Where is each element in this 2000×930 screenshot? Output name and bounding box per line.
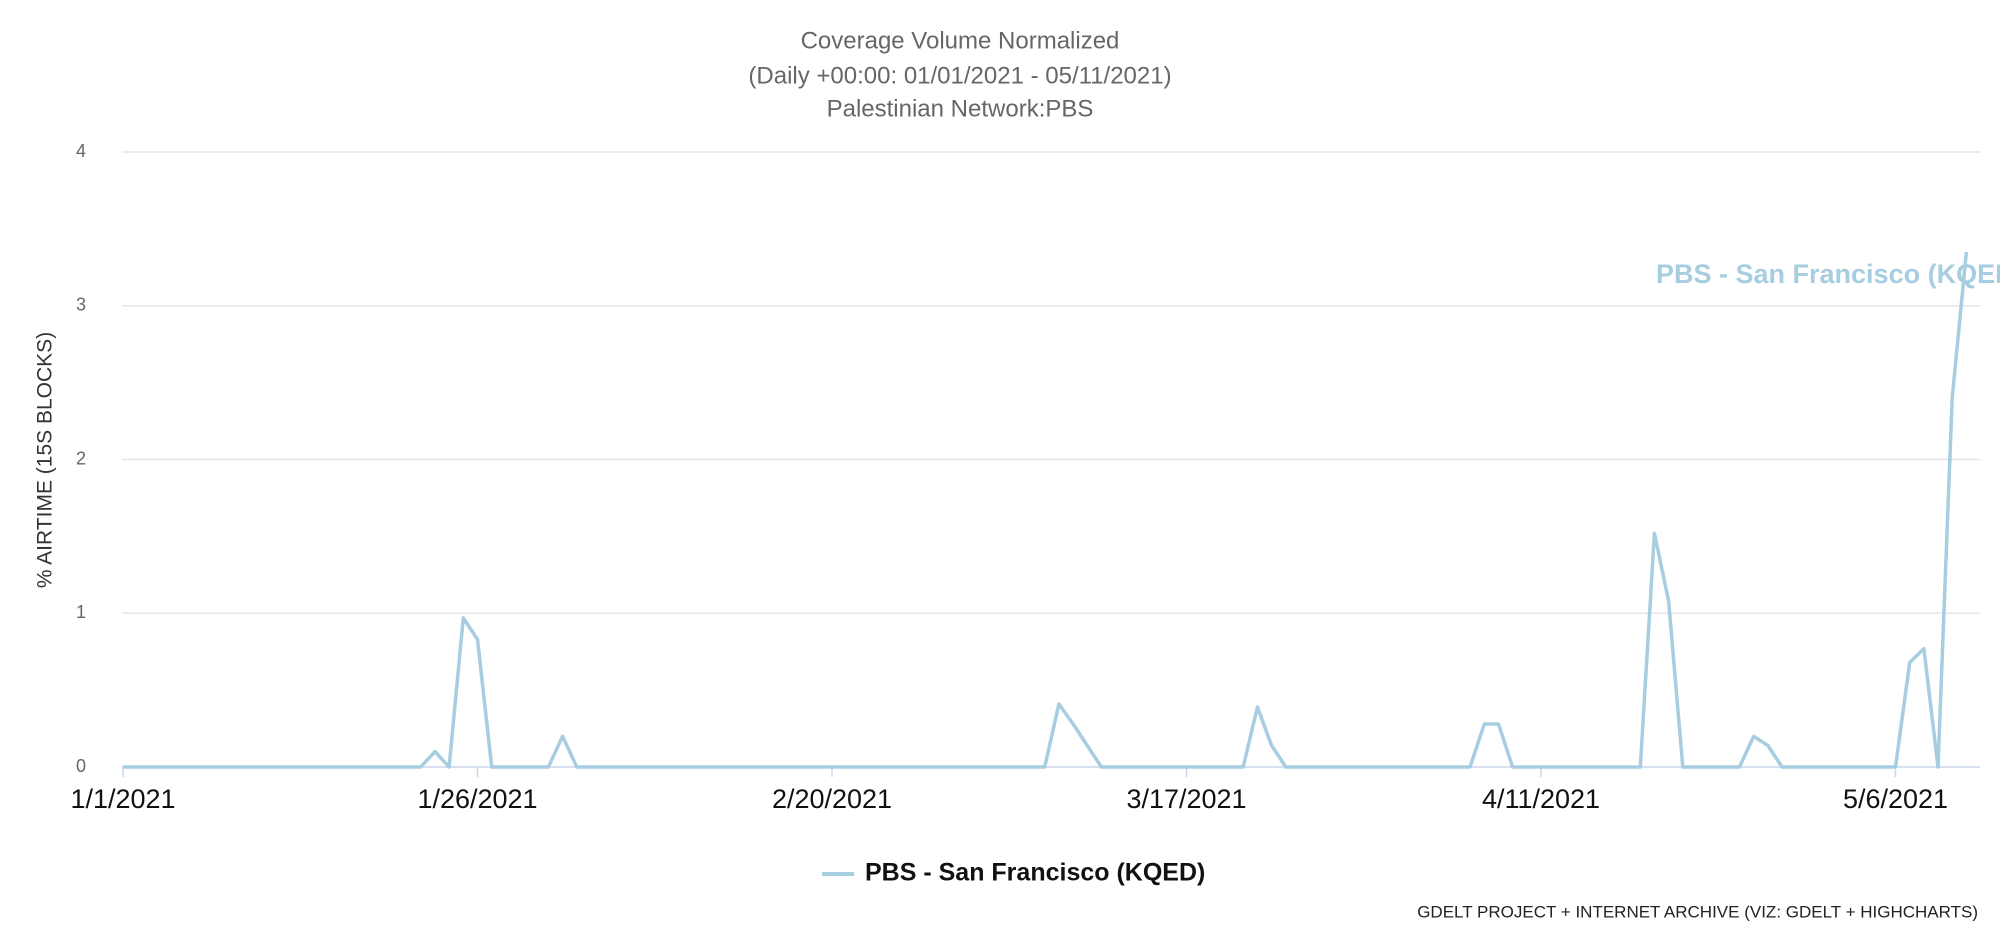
- y-axis-label: % AIRTIME (15S BLOCKS): [34, 332, 57, 588]
- x-tick-label: 1/1/2021: [70, 784, 175, 814]
- x-tick-label: 3/17/2021: [1126, 784, 1246, 814]
- chart-subtitle: (Daily +00:00: 01/01/2021 - 05/11/2021): [748, 62, 1171, 89]
- x-tick-label: 5/6/2021: [1843, 784, 1948, 814]
- chart-title: Coverage Volume Normalized: [801, 27, 1120, 54]
- y-tick-label: 2: [76, 448, 86, 468]
- y-tick-label: 3: [76, 295, 86, 315]
- x-tick-label: 4/11/2021: [1482, 784, 1600, 814]
- chart-subtitle: Palestinian Network:PBS: [827, 95, 1094, 122]
- series-label: PBS - San Francisco (KQED): [1656, 259, 2000, 289]
- y-tick-label: 1: [76, 602, 86, 622]
- x-tick-label: 2/20/2021: [772, 784, 892, 814]
- series-line: [123, 251, 1969, 769]
- x-tick-label: 1/26/2021: [417, 784, 537, 814]
- y-tick-label: 0: [76, 756, 86, 776]
- y-tick-label: 4: [76, 141, 86, 161]
- credits: GDELT PROJECT + INTERNET ARCHIVE (VIZ: G…: [1417, 902, 1978, 921]
- legend-label: PBS - San Francisco (KQED): [865, 859, 1205, 887]
